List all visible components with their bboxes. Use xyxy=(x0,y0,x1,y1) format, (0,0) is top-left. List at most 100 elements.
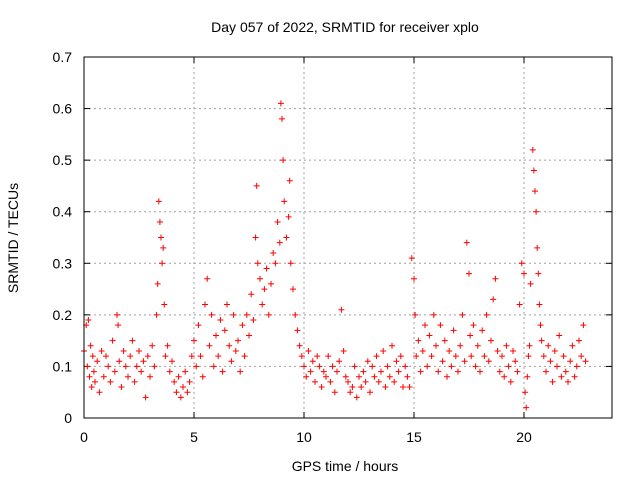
data-point xyxy=(253,182,260,189)
data-point xyxy=(254,260,261,267)
data-point xyxy=(329,363,336,370)
data-point xyxy=(430,311,437,318)
data-point xyxy=(151,363,158,370)
data-point xyxy=(191,337,197,344)
data-point xyxy=(356,373,362,380)
y-tick-label: 0.6 xyxy=(53,101,73,117)
data-point xyxy=(257,275,263,282)
data-point xyxy=(516,301,523,308)
data-point xyxy=(525,353,532,360)
data-point xyxy=(116,358,123,365)
data-point xyxy=(505,363,512,370)
data-point xyxy=(323,373,329,380)
data-point xyxy=(204,275,211,282)
data-point xyxy=(490,296,497,303)
data-point xyxy=(263,265,270,272)
data-point xyxy=(298,353,305,360)
data-point xyxy=(149,342,156,349)
data-point xyxy=(290,286,296,293)
data-point xyxy=(580,322,587,329)
data-point xyxy=(452,353,459,360)
data-point xyxy=(237,368,244,375)
data-point xyxy=(380,347,387,354)
data-point xyxy=(122,363,129,370)
data-point xyxy=(496,368,503,375)
data-point xyxy=(450,327,457,334)
y-tick-label: 0.1 xyxy=(53,358,73,374)
x-tick-label: 10 xyxy=(296,429,312,445)
y-tick-label: 0.7 xyxy=(53,49,73,65)
data-point xyxy=(129,337,136,344)
data-point xyxy=(120,347,127,354)
data-point xyxy=(250,317,257,324)
data-point xyxy=(199,373,206,380)
data-point xyxy=(287,260,294,267)
y-tick-label: 0.4 xyxy=(53,204,73,220)
data-point xyxy=(246,332,252,339)
data-point xyxy=(444,373,450,380)
data-point xyxy=(85,317,92,324)
data-point xyxy=(467,332,474,339)
data-point xyxy=(241,353,248,360)
data-point xyxy=(455,368,461,375)
data-point xyxy=(412,311,419,318)
data-point xyxy=(206,342,213,349)
data-point xyxy=(488,337,494,344)
data-point xyxy=(558,373,565,380)
data-point xyxy=(276,239,283,246)
data-point xyxy=(406,384,413,391)
data-point xyxy=(160,244,167,251)
data-point xyxy=(142,394,149,401)
data-point xyxy=(481,353,488,360)
data-point xyxy=(140,358,147,365)
y-axis-label: SRMTID / TECUs xyxy=(5,183,21,293)
data-point xyxy=(114,311,120,318)
data-point xyxy=(503,342,510,349)
data-point xyxy=(512,358,519,365)
y-tick-label: 0.2 xyxy=(53,307,73,323)
data-point xyxy=(175,373,182,380)
data-point xyxy=(535,270,542,277)
data-point xyxy=(239,322,246,329)
data-point xyxy=(369,363,376,370)
data-point xyxy=(92,378,98,385)
x-tick-label: 15 xyxy=(406,429,422,445)
data-point xyxy=(433,342,439,349)
data-point xyxy=(305,347,312,354)
data-point xyxy=(347,389,354,396)
data-point xyxy=(474,342,481,349)
data-point xyxy=(270,249,277,256)
data-point xyxy=(413,353,420,360)
data-point xyxy=(131,378,138,385)
data-point xyxy=(156,219,163,226)
data-point xyxy=(314,353,321,360)
data-point xyxy=(88,384,95,391)
x-tick-label: 5 xyxy=(190,429,198,445)
data-point xyxy=(342,373,349,380)
data-point xyxy=(202,301,208,308)
data-point xyxy=(89,353,96,360)
data-point xyxy=(272,260,279,267)
data-point xyxy=(532,188,538,195)
data-point xyxy=(154,280,161,287)
data-point xyxy=(576,337,582,344)
data-point xyxy=(307,368,314,375)
data-point xyxy=(224,301,230,308)
data-point xyxy=(169,358,175,365)
data-point xyxy=(153,311,160,318)
axis-ticks: 0 0.1 0.2 0.3 0.4 0.5 0.6 0.7 0 5 10 15 20 xyxy=(53,49,612,445)
data-point xyxy=(280,157,287,164)
data-point xyxy=(358,384,365,391)
data-point xyxy=(485,358,492,365)
data-point xyxy=(226,342,233,349)
data-point xyxy=(162,353,169,360)
data-point xyxy=(173,389,180,396)
data-point xyxy=(221,327,228,334)
data-point xyxy=(547,358,554,365)
data-point xyxy=(103,353,109,360)
data-point xyxy=(538,337,545,344)
data-point xyxy=(578,353,585,360)
data-point xyxy=(518,260,525,267)
data-point xyxy=(499,353,505,360)
